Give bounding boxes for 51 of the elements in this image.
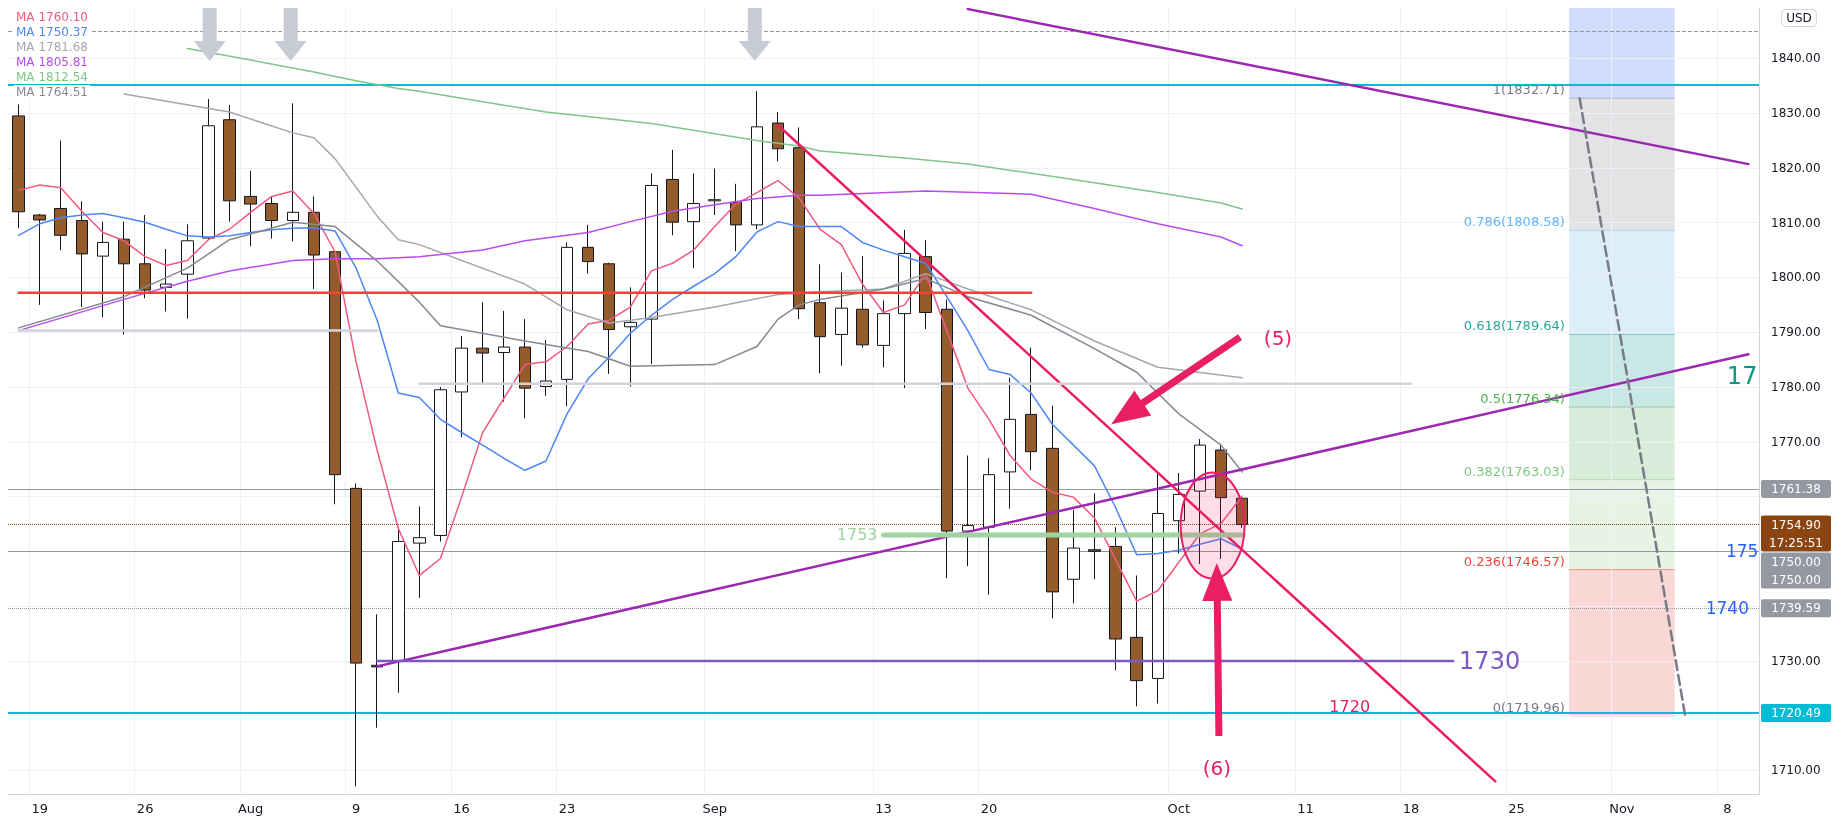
y-tick-label: 1730.00 xyxy=(1771,653,1821,668)
x-tick-label: Oct xyxy=(1167,801,1191,816)
x-tick-label: 13 xyxy=(875,801,892,816)
annotation: (6) xyxy=(1202,756,1231,781)
text: MA 1781.68 xyxy=(16,40,88,54)
y-tick-label: 1800.00 xyxy=(1771,270,1821,285)
annotation: (5) xyxy=(1263,325,1293,350)
annotation: 1740 xyxy=(1705,598,1749,619)
annotation: 0.786(1808.58) xyxy=(1463,214,1565,230)
text: MA 1764.51 xyxy=(16,85,88,99)
annotation: 0.382(1763.03) xyxy=(1463,464,1565,480)
y-tick-label: 1840.00 xyxy=(1771,51,1821,66)
annotation: 0.618(1789.64) xyxy=(1463,318,1565,334)
series-label: 1730 xyxy=(1459,646,1521,675)
y-tick-label: 1790.00 xyxy=(1771,325,1821,340)
y-tick-label: 1830.00 xyxy=(1771,106,1821,121)
ref-line-label: 1720.49 xyxy=(1771,705,1821,720)
x-tick-label: 25 xyxy=(1508,801,1525,816)
y-tick-label: 1770.00 xyxy=(1771,434,1821,449)
x-tick-label: Sep xyxy=(702,801,727,816)
annotation: 175 xyxy=(1725,541,1759,562)
x-tick-label: 20 xyxy=(980,801,998,816)
ref-line-label: 1750.00 1750.00 xyxy=(1771,554,1821,587)
text: MA 1750.37 xyxy=(16,25,88,39)
x-tick-label: 18 xyxy=(1402,801,1420,816)
y-tick-label: 1710.00 xyxy=(1771,763,1821,778)
x-tick-label: 26 xyxy=(136,801,154,816)
x-tick-label: 9 xyxy=(351,801,361,816)
annotation: 17 xyxy=(1726,362,1758,391)
x-tick-label: 8 xyxy=(1723,801,1732,816)
text: MA 1812.54 xyxy=(16,70,88,84)
x-tick-label: 11 xyxy=(1297,801,1314,816)
text: USD xyxy=(1786,11,1812,25)
y-tick-label: 1810.00 xyxy=(1771,215,1821,230)
x-tick-label: Nov xyxy=(1609,801,1635,816)
text: MA 1760.10 xyxy=(16,10,88,24)
series-label: 1753 xyxy=(836,525,878,545)
annotation: 1(1832.71) xyxy=(1492,82,1565,98)
ref-line-label: 1754.90 17:25:51 xyxy=(1769,517,1823,550)
x-tick-label: Aug xyxy=(237,801,264,816)
y-tick-label: 1820.00 xyxy=(1771,160,1821,175)
ref-line-label: 1739.59 xyxy=(1771,601,1821,616)
annotation: 1720 xyxy=(1329,697,1371,717)
text: MA 1805.81 xyxy=(16,55,88,69)
y-tick-label: 1780.00 xyxy=(1771,380,1821,395)
ref-line-label: 1761.38 xyxy=(1771,482,1821,497)
annotation: 0(1719.96) xyxy=(1492,699,1565,715)
x-tick-label: 16 xyxy=(453,801,470,816)
x-tick-label: 23 xyxy=(558,801,576,816)
x-tick-label: 19 xyxy=(31,801,48,816)
annotation: 0.236(1746.57) xyxy=(1463,553,1565,569)
